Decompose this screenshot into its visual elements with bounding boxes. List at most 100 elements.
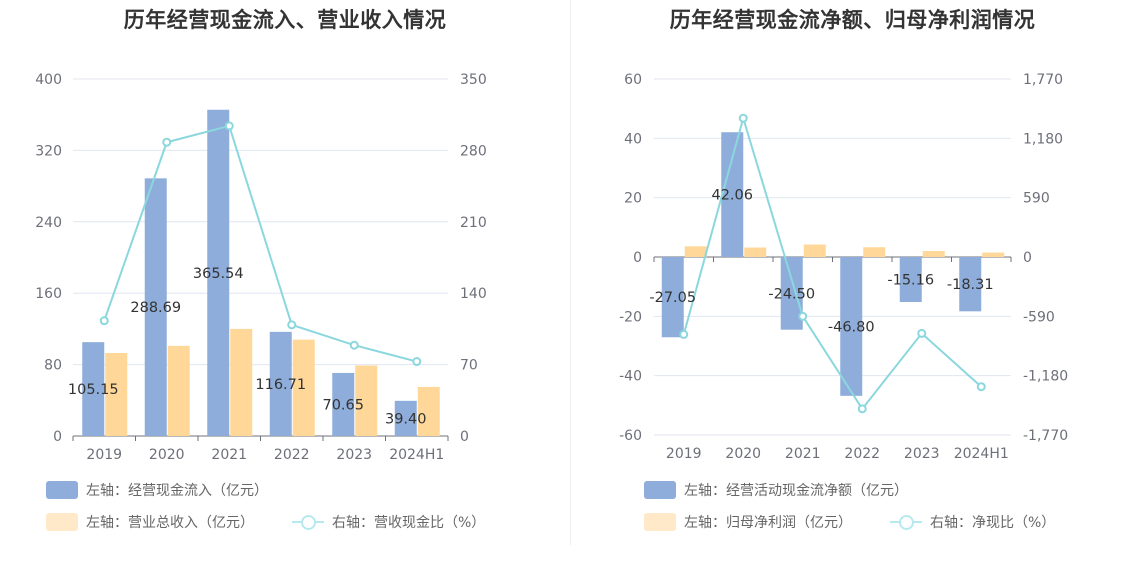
- legend-swatch-primary: [644, 481, 676, 499]
- bar-secondary: [982, 252, 1005, 257]
- data-label: 105.15: [68, 382, 119, 398]
- bar-secondary: [167, 345, 190, 436]
- left-chart-plot: 0 0 80 70 160 140 240 210 320 280 400 350 2019 2020 20…: [35, 72, 487, 463]
- line-point: [162, 137, 172, 147]
- data-label: 39.40: [385, 411, 427, 427]
- data-label: -18.31: [947, 277, 994, 293]
- bar-primary: [661, 257, 684, 338]
- y-right-tick-label: -1,180: [1023, 369, 1068, 385]
- bar-secondary: [230, 328, 253, 436]
- left-chart-panel: 历年经营现金流入、营业收入情况 0 0 80 70 160 140 240 210 320 280…: [35, 8, 487, 532]
- line-point: [738, 113, 748, 123]
- bar-secondary: [417, 386, 440, 436]
- y-left-tick-label: 0: [53, 429, 62, 445]
- line-point: [679, 329, 689, 339]
- line-point: [917, 328, 927, 338]
- legend-item-bar2[interactable]: 左轴：归母净利润（亿元）: [644, 512, 852, 532]
- bar-primary: [840, 257, 863, 396]
- line-series: [103, 124, 418, 363]
- y-right-tick-label: 210: [460, 215, 487, 231]
- y-left-tick-label: -20: [619, 309, 642, 325]
- data-label: -27.05: [649, 290, 696, 306]
- y-right-tick-label: 1,180: [1023, 131, 1063, 147]
- bar-secondary: [105, 352, 128, 436]
- panel-divider: [570, 0, 571, 545]
- chart-title: 历年经营现金流净额、归母净利润情况: [669, 8, 1036, 32]
- bar-secondary: [292, 339, 315, 436]
- y-right-tick-label: 280: [460, 143, 487, 159]
- chart-title: 历年经营现金流入、营业收入情况: [123, 8, 447, 32]
- line-point: [287, 320, 297, 330]
- legend-swatch-primary: [46, 481, 78, 499]
- bar-primary: [899, 257, 922, 302]
- bar-primary: [207, 109, 230, 436]
- y-right-tick-label: -590: [1023, 309, 1055, 325]
- bar-primary: [82, 342, 105, 436]
- y-left-tick-label: 40: [624, 131, 642, 147]
- y-left-tick-label: 80: [44, 358, 62, 374]
- bar-primary: [959, 257, 982, 312]
- legend-label: 右轴：营收现金比（%）: [332, 515, 486, 531]
- right-chart-plot: -60 -1,770 -40 -1,180 -20 -590 0 0 20 590 40 1,180 6…: [619, 72, 1068, 462]
- y-left-tick-label: 160: [35, 286, 62, 302]
- x-tick-label: 2020: [149, 447, 185, 463]
- x-tick-label: 2022: [844, 446, 880, 462]
- y-right-tick-label: 590: [1023, 191, 1050, 207]
- y-left-tick-label: 0: [633, 250, 642, 266]
- y-right-tick-label: 350: [460, 72, 487, 88]
- bar-primary: [780, 257, 803, 330]
- legend-label: 左轴：归母净利润（亿元）: [684, 515, 852, 531]
- legend-swatch-secondary: [46, 513, 78, 531]
- line-point: [412, 357, 422, 367]
- y-right-tick-label: 0: [460, 429, 469, 445]
- bar-secondary: [922, 251, 945, 257]
- bar-primary: [721, 132, 744, 257]
- line-point: [798, 311, 808, 321]
- bar-secondary: [355, 365, 378, 436]
- line-point: [976, 382, 986, 392]
- y-left-tick-label: 60: [624, 72, 642, 88]
- x-tick-label: 2019: [666, 446, 702, 462]
- line-series: [682, 114, 982, 411]
- bar-primary: [332, 372, 355, 436]
- legend-item-bar1[interactable]: 左轴：经营现金流入（亿元）: [46, 480, 268, 500]
- x-tick-label: 2024H1: [954, 446, 1009, 462]
- data-label: 365.54: [193, 266, 244, 282]
- legend-item-bar1[interactable]: 左轴：经营活动现金流净额（亿元）: [644, 480, 908, 500]
- y-left-tick-label: 320: [35, 143, 62, 159]
- legend-line-icon: [890, 513, 922, 531]
- y-left-tick-label: -40: [619, 369, 642, 385]
- bar-primary: [394, 400, 417, 436]
- legend-line-icon: [292, 513, 324, 531]
- x-tick-label: 2021: [211, 447, 247, 463]
- y-left-tick-label: -60: [619, 428, 642, 444]
- data-label: -24.50: [768, 286, 815, 302]
- line-point: [349, 340, 359, 350]
- legend-label: 左轴：营业总收入（亿元）: [86, 515, 254, 531]
- data-label: 288.69: [130, 300, 181, 316]
- bar-secondary: [744, 247, 767, 257]
- bar-secondary: [803, 244, 826, 257]
- bar-primary: [269, 331, 292, 436]
- data-label: 70.65: [322, 397, 364, 413]
- legend-label: 左轴：经营活动现金流净额（亿元）: [684, 483, 908, 499]
- x-tick-label: 2023: [336, 447, 372, 463]
- line-point: [224, 121, 234, 131]
- legend-item-line[interactable]: 右轴：营收现金比（%）: [292, 512, 485, 532]
- y-left-tick-label: 400: [35, 72, 62, 88]
- legend-label: 右轴：净现比（%）: [930, 515, 1056, 531]
- data-label: 42.06: [711, 188, 753, 204]
- data-label: -15.16: [887, 272, 934, 288]
- y-left-tick-label: 240: [35, 215, 62, 231]
- x-tick-label: 2020: [725, 446, 761, 462]
- legend-item-bar2[interactable]: 左轴：营业总收入（亿元）: [46, 512, 254, 532]
- x-tick-label: 2019: [86, 447, 122, 463]
- x-tick-label: 2024H1: [389, 447, 444, 463]
- x-tick-label: 2022: [274, 447, 310, 463]
- legend-label: 左轴：经营现金流入（亿元）: [86, 483, 268, 499]
- x-tick-label: 2023: [904, 446, 940, 462]
- data-label: 116.71: [255, 377, 306, 393]
- y-right-tick-label: 0: [1023, 250, 1032, 266]
- legend-item-line[interactable]: 右轴：净现比（%）: [890, 512, 1055, 532]
- y-right-tick-label: -1,770: [1023, 428, 1068, 444]
